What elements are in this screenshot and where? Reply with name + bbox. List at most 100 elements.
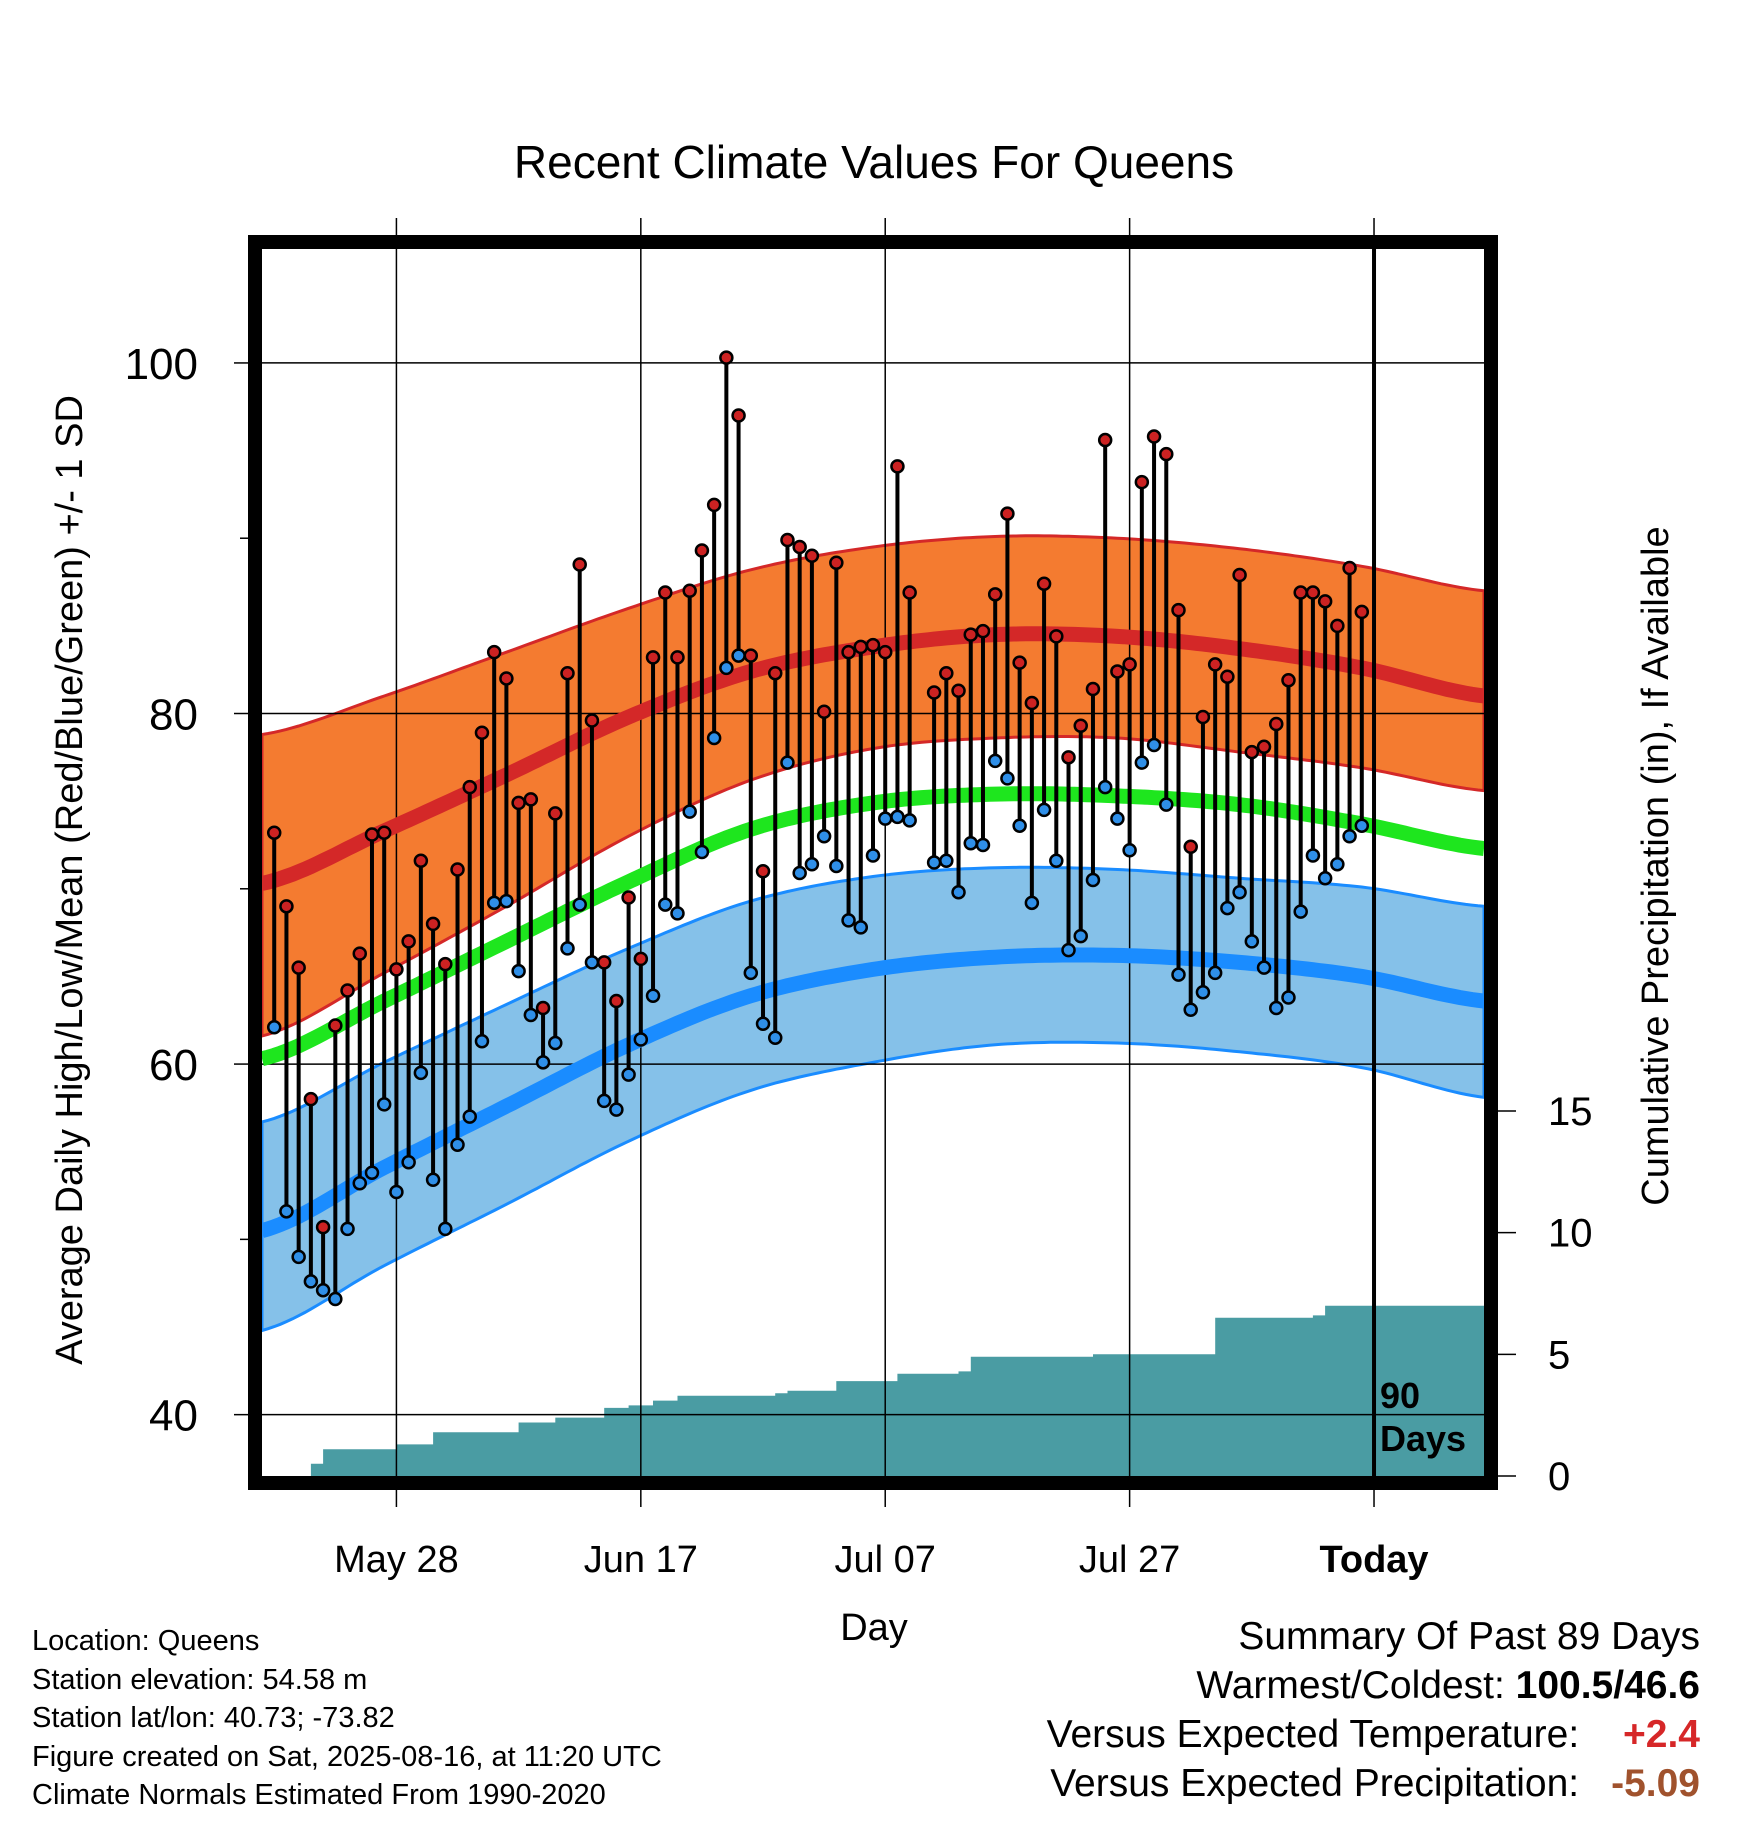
low-point — [1207, 965, 1223, 981]
high-point — [731, 408, 746, 423]
low-point — [1061, 942, 1076, 958]
low-point — [792, 865, 807, 881]
low-point — [1256, 960, 1272, 975]
high-point — [1122, 657, 1137, 672]
low-point — [694, 844, 710, 860]
high-point — [987, 587, 1003, 602]
low-point — [1183, 1002, 1198, 1017]
low-point — [560, 941, 575, 956]
high-point — [743, 648, 759, 663]
high-point — [804, 548, 820, 563]
low-point — [450, 1137, 465, 1152]
high-point — [413, 853, 429, 868]
high-point — [853, 639, 869, 655]
low-point — [731, 648, 746, 663]
low-point — [389, 1184, 404, 1200]
low-point — [1293, 904, 1308, 919]
high-point — [658, 585, 673, 600]
high-point — [376, 825, 392, 840]
low-point — [364, 1165, 380, 1181]
high-point — [584, 713, 600, 728]
x-tick-label: Jul 07 — [835, 1539, 936, 1581]
high-point — [1134, 474, 1150, 490]
high-point — [572, 557, 587, 572]
high-point — [1195, 709, 1211, 725]
high-point — [1085, 681, 1101, 697]
x-axis-label: Day — [840, 1607, 908, 1649]
high-point — [1024, 695, 1040, 711]
low-point — [743, 965, 759, 981]
high-point — [511, 795, 526, 811]
low-point — [670, 906, 685, 921]
high-point — [425, 916, 441, 932]
high-point — [670, 650, 685, 665]
high-point — [609, 993, 624, 1009]
high-point — [1012, 655, 1027, 670]
low-point — [816, 828, 832, 844]
low-point — [658, 897, 673, 912]
low-point — [376, 1097, 392, 1112]
normal-low-line — [262, 947, 1484, 1238]
info-elevation: Station elevation: 54.58 m — [32, 1663, 368, 1696]
low-point — [1122, 842, 1137, 858]
low-point — [1220, 900, 1235, 916]
low-point — [853, 920, 869, 935]
days-marker-line2: Days — [1380, 1418, 1466, 1459]
low-point — [1195, 984, 1211, 1000]
y-tick-label: 40 — [149, 1392, 198, 1441]
low-point — [829, 858, 844, 874]
temp-label: Versus Expected Temperature: — [1046, 1713, 1580, 1756]
high-point — [621, 890, 636, 905]
high-point — [1061, 750, 1076, 765]
low-point — [1317, 871, 1333, 886]
high-point — [486, 644, 502, 660]
low-point — [1012, 818, 1027, 833]
y-tick-label: 100 — [125, 340, 198, 389]
low-point — [755, 1016, 771, 1032]
high-point — [1207, 657, 1223, 672]
low-point — [499, 893, 514, 909]
low-point — [291, 1249, 306, 1265]
low-point — [926, 855, 942, 870]
low-point — [1024, 895, 1040, 911]
chart-title: Recent Climate Values For Queens — [514, 136, 1234, 188]
low-point — [438, 1221, 453, 1237]
low-point — [865, 848, 881, 863]
info-location: Location: Queens — [32, 1625, 260, 1657]
high-point — [450, 862, 465, 877]
low-point — [780, 755, 795, 770]
high-point — [303, 1091, 319, 1107]
precip-area — [262, 1305, 1484, 1476]
high-point — [975, 623, 991, 639]
temp-value: +2.4 — [1623, 1713, 1700, 1756]
summary-panel: Summary Of Past 89 Days Warmest/Coldest:… — [1047, 1612, 1700, 1808]
high-point — [499, 671, 514, 686]
low-point — [1269, 1000, 1284, 1016]
high-point — [1171, 602, 1186, 618]
high-point — [523, 792, 539, 807]
high-point — [1269, 716, 1284, 732]
high-point — [1159, 446, 1174, 462]
x-tick-label: Today — [1319, 1539, 1428, 1581]
low-point — [315, 1282, 331, 1298]
low-point — [596, 1093, 612, 1109]
low-point — [609, 1102, 624, 1117]
high-point — [1354, 604, 1370, 620]
low-point — [303, 1274, 319, 1289]
warm-cold-value: 100.5/46.6 — [1515, 1664, 1700, 1707]
high-point — [829, 555, 844, 571]
low-point — [584, 955, 600, 970]
high-point — [963, 627, 979, 642]
high-point — [1073, 718, 1088, 734]
high-point — [780, 532, 795, 548]
low-point — [523, 1007, 539, 1023]
low-point — [682, 804, 697, 819]
high-point — [291, 960, 306, 975]
y-tick-label: 80 — [149, 691, 198, 740]
high-point — [596, 955, 612, 970]
y2-tick-label: 10 — [1548, 1212, 1593, 1256]
y-axis-label: Average Daily High/Low/Mean (Red/Blue/Gr… — [49, 395, 91, 1365]
summary-heading: Summary Of Past 89 Days — [1238, 1615, 1700, 1658]
high-point — [279, 899, 294, 914]
